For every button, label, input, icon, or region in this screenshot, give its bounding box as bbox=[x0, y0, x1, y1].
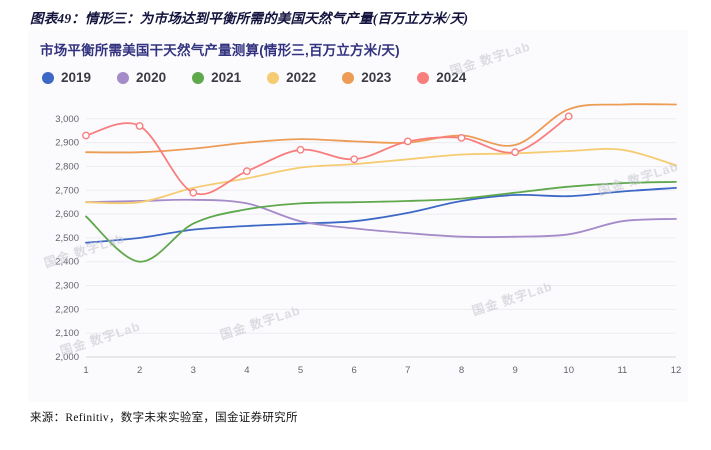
svg-text:10: 10 bbox=[563, 365, 574, 376]
legend-item-2021: 2021 bbox=[192, 70, 241, 85]
legend-marker-icon bbox=[342, 71, 355, 84]
legend-marker-icon bbox=[417, 71, 430, 84]
svg-text:2: 2 bbox=[137, 365, 142, 376]
legend-label: 2021 bbox=[211, 70, 242, 85]
legend-marker-icon bbox=[267, 71, 280, 84]
legend-label: 2020 bbox=[136, 70, 167, 85]
svg-text:2,800: 2,800 bbox=[55, 162, 79, 173]
svg-text:8: 8 bbox=[459, 365, 464, 376]
line-chart: 2,000 2,100 2,200 2,300 2,400 2,500 2,600 2,700… bbox=[55, 103, 682, 376]
svg-text:2,900: 2,900 bbox=[55, 138, 79, 149]
svg-text:2,400: 2,400 bbox=[55, 257, 79, 268]
legend-label: 2022 bbox=[286, 70, 317, 85]
legend-item-2019: 2019 bbox=[42, 70, 91, 85]
svg-text:2,000: 2,000 bbox=[55, 352, 79, 363]
figure-title: 图表49：情形三：为市场达到平衡所需的美国天然气产量(百万立方米/天) bbox=[30, 11, 469, 26]
svg-text:2,700: 2,700 bbox=[55, 185, 79, 196]
chart-panel: 市场平衡所需美国干天然气产量测算(情形三,百万立方米/天) 2019 2020 … bbox=[28, 30, 688, 402]
legend-item-2020: 2020 bbox=[117, 70, 166, 85]
svg-text:12: 12 bbox=[671, 365, 682, 376]
svg-text:2,200: 2,200 bbox=[55, 304, 79, 315]
svg-text:6: 6 bbox=[352, 365, 357, 376]
legend-item-2022: 2022 bbox=[267, 70, 316, 85]
legend-item-2024: 2024 bbox=[417, 70, 466, 85]
svg-text:2,500: 2,500 bbox=[55, 233, 79, 244]
svg-text:3: 3 bbox=[191, 365, 196, 376]
svg-text:7: 7 bbox=[405, 365, 410, 376]
legend-marker-icon bbox=[192, 71, 205, 84]
svg-text:11: 11 bbox=[617, 365, 627, 376]
svg-text:5: 5 bbox=[298, 365, 303, 376]
legend-item-2023: 2023 bbox=[342, 70, 391, 85]
chart-title: 市场平衡所需美国干天然气产量测算(情形三,百万立方米/天) bbox=[40, 43, 400, 58]
legend-marker-icon bbox=[42, 71, 54, 84]
legend-label: 2019 bbox=[61, 70, 92, 85]
svg-text:2,300: 2,300 bbox=[55, 281, 79, 292]
legend-marker-icon bbox=[117, 71, 130, 84]
svg-text:9: 9 bbox=[512, 365, 517, 376]
svg-text:1: 1 bbox=[83, 365, 88, 376]
legend-label: 2023 bbox=[361, 70, 392, 85]
chart-legend: 2019 2020 2021 2022 2023 2024 bbox=[42, 70, 676, 85]
svg-text:2,600: 2,600 bbox=[55, 209, 79, 220]
svg-text:4: 4 bbox=[244, 365, 249, 376]
source-note: 来源：Refinitiv，数字未来实验室，国金证券研究所 bbox=[30, 412, 298, 424]
svg-text:2,100: 2,100 bbox=[55, 328, 79, 339]
svg-text:3,000: 3,000 bbox=[55, 114, 79, 125]
legend-label: 2024 bbox=[436, 70, 467, 85]
